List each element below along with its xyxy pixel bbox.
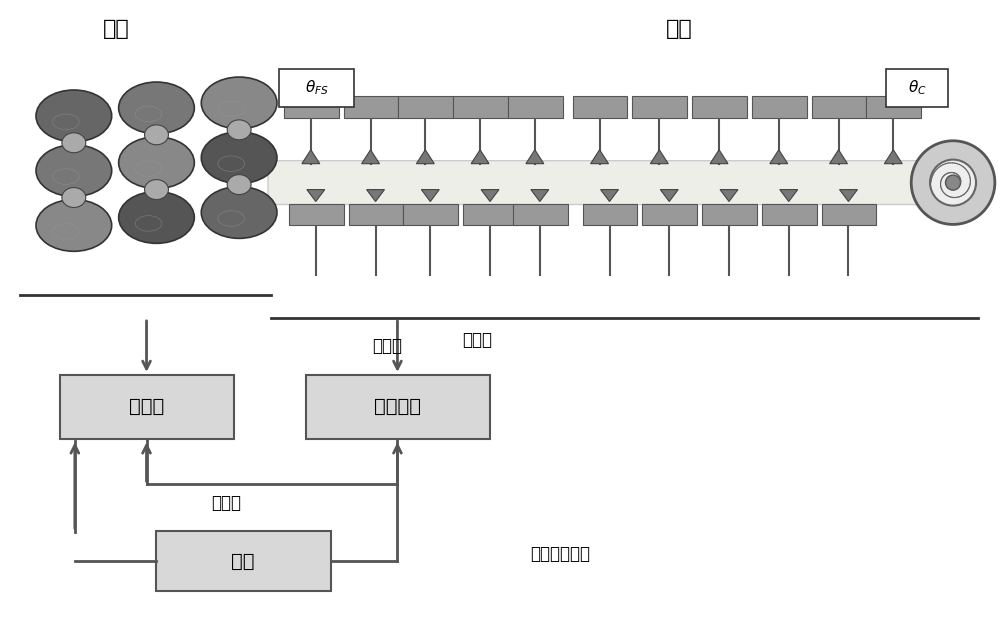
Bar bbox=[156, 531, 331, 591]
Bar bbox=[513, 204, 568, 225]
Polygon shape bbox=[884, 150, 902, 164]
Text: $\theta_{FS}$: $\theta_{FS}$ bbox=[305, 79, 329, 97]
Text: 设定值: 设定值 bbox=[372, 337, 402, 355]
Bar bbox=[463, 204, 518, 225]
Bar bbox=[632, 96, 687, 118]
Bar bbox=[349, 204, 403, 225]
Circle shape bbox=[930, 160, 976, 205]
Polygon shape bbox=[416, 150, 434, 164]
Bar bbox=[289, 204, 344, 225]
Bar bbox=[344, 96, 398, 118]
Bar bbox=[279, 69, 354, 107]
Bar bbox=[284, 96, 339, 118]
Ellipse shape bbox=[36, 145, 112, 196]
Text: 实时控制: 实时控制 bbox=[374, 397, 421, 416]
Polygon shape bbox=[660, 189, 678, 202]
Bar bbox=[403, 204, 458, 225]
FancyBboxPatch shape bbox=[268, 161, 941, 205]
Bar bbox=[822, 204, 876, 225]
Ellipse shape bbox=[145, 125, 168, 145]
Bar bbox=[642, 204, 697, 225]
Ellipse shape bbox=[62, 133, 86, 153]
Ellipse shape bbox=[227, 120, 251, 140]
Ellipse shape bbox=[119, 82, 194, 134]
Polygon shape bbox=[302, 150, 320, 164]
Polygon shape bbox=[471, 150, 489, 164]
Bar bbox=[508, 96, 563, 118]
Polygon shape bbox=[780, 189, 798, 202]
Polygon shape bbox=[362, 150, 380, 164]
Bar bbox=[60, 375, 234, 439]
Bar bbox=[453, 96, 508, 118]
Polygon shape bbox=[601, 189, 618, 202]
Bar bbox=[752, 96, 807, 118]
Ellipse shape bbox=[227, 175, 251, 194]
Bar bbox=[886, 69, 948, 107]
Bar bbox=[762, 204, 817, 225]
Bar bbox=[812, 96, 866, 118]
Polygon shape bbox=[481, 189, 499, 202]
Ellipse shape bbox=[62, 187, 86, 207]
Polygon shape bbox=[307, 189, 325, 202]
Circle shape bbox=[946, 175, 961, 190]
Text: 精轧: 精轧 bbox=[103, 19, 130, 39]
Text: 调节: 调节 bbox=[231, 551, 255, 571]
Ellipse shape bbox=[119, 191, 194, 243]
Bar bbox=[692, 96, 747, 118]
Text: 预计算: 预计算 bbox=[129, 397, 164, 416]
Polygon shape bbox=[650, 150, 668, 164]
Ellipse shape bbox=[36, 90, 112, 142]
Polygon shape bbox=[830, 150, 847, 164]
Polygon shape bbox=[840, 189, 857, 202]
Bar bbox=[866, 96, 921, 118]
Polygon shape bbox=[770, 150, 788, 164]
Bar bbox=[306, 375, 490, 439]
Ellipse shape bbox=[201, 77, 277, 129]
Polygon shape bbox=[710, 150, 728, 164]
Polygon shape bbox=[531, 189, 549, 202]
Text: 轧制带钢列表: 轧制带钢列表 bbox=[530, 545, 590, 563]
Text: $\theta_C$: $\theta_C$ bbox=[908, 79, 927, 97]
Bar bbox=[573, 96, 627, 118]
Bar bbox=[583, 204, 637, 225]
Polygon shape bbox=[421, 189, 439, 202]
Text: 精冷: 精冷 bbox=[666, 19, 693, 39]
Polygon shape bbox=[720, 189, 738, 202]
Polygon shape bbox=[591, 150, 609, 164]
Ellipse shape bbox=[119, 137, 194, 189]
Text: 实际值: 实际值 bbox=[462, 331, 492, 349]
Ellipse shape bbox=[201, 132, 277, 184]
Ellipse shape bbox=[36, 200, 112, 251]
Ellipse shape bbox=[201, 187, 277, 238]
Ellipse shape bbox=[145, 180, 168, 200]
Polygon shape bbox=[367, 189, 385, 202]
Circle shape bbox=[911, 141, 995, 224]
Polygon shape bbox=[526, 150, 544, 164]
Bar bbox=[702, 204, 757, 225]
Text: 设定值: 设定值 bbox=[211, 494, 241, 512]
Bar bbox=[398, 96, 453, 118]
